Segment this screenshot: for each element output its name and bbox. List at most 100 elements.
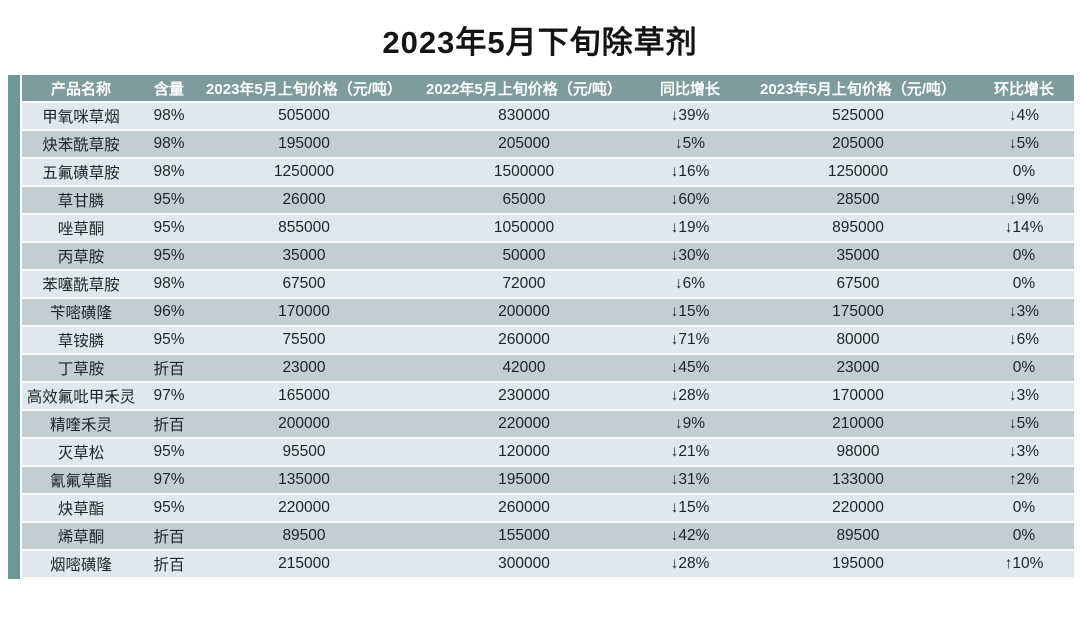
growth-cell: 0% [974,494,1074,523]
product-name-cell: 草甘膦 [22,186,140,215]
price-cell: 72000 [410,270,638,299]
column-header: 2023年5月上旬价格（元/吨） [198,75,410,103]
growth-cell: ↓9% [974,186,1074,215]
price-cell: 42000 [410,354,638,383]
table-row: 丁草胺 折百 23000 42000 ↓45% 23000 0% [22,354,1074,383]
price-cell: 895000 [742,214,974,243]
price-cell: 1250000 [742,158,974,187]
price-cell: 35000 [198,242,410,271]
price-cell: 155000 [410,522,638,551]
product-name-cell: 精喹禾灵 [22,410,140,439]
growth-cell: ↓6% [638,270,742,299]
growth-cell: ↓14% [974,214,1074,243]
price-cell: 23000 [198,354,410,383]
product-name-cell: 灭草松 [22,438,140,467]
growth-cell: ↓60% [638,186,742,215]
growth-cell: ↓45% [638,354,742,383]
column-header: 产品名称 [22,75,140,103]
content-cell: 折百 [140,410,198,439]
table-row: 烯草酮 折百 89500 155000 ↓42% 89500 0% [22,522,1074,551]
content-cell: 95% [140,494,198,523]
growth-cell: ↓4% [974,102,1074,131]
product-name-cell: 炔苯酰草胺 [22,130,140,159]
content-cell: 96% [140,298,198,327]
price-cell: 89500 [742,522,974,551]
growth-cell: ↓5% [638,130,742,159]
growth-cell: ↓71% [638,326,742,355]
content-cell: 98% [140,270,198,299]
product-name-cell: 草铵膦 [22,326,140,355]
price-cell: 200000 [410,298,638,327]
product-name-cell: 苯噻酰草胺 [22,270,140,299]
growth-cell: ↑2% [974,466,1074,495]
table-row: 氰氟草酯 97% 135000 195000 ↓31% 133000 ↑2% [22,466,1074,495]
growth-cell: ↓21% [638,438,742,467]
product-name-cell: 丁草胺 [22,354,140,383]
table-row: 草甘膦 95% 26000 65000 ↓60% 28500 ↓9% [22,186,1074,215]
content-cell: 95% [140,214,198,243]
column-header: 含量 [140,75,198,103]
price-cell: 260000 [410,326,638,355]
price-cell: 830000 [410,102,638,131]
table-row: 炔苯酰草胺 98% 195000 205000 ↓5% 205000 ↓5% [22,130,1074,159]
price-cell: 855000 [198,214,410,243]
growth-cell: ↓42% [638,522,742,551]
growth-cell: ↓39% [638,102,742,131]
growth-cell: ↓5% [974,130,1074,159]
table-row: 苄嘧磺隆 96% 170000 200000 ↓15% 175000 ↓3% [22,298,1074,327]
product-name-cell: 高效氟吡甲禾灵 [22,382,140,411]
price-cell: 260000 [410,494,638,523]
price-cell: 95500 [198,438,410,467]
growth-cell: ↓6% [974,326,1074,355]
price-cell: 525000 [742,102,974,131]
table-row: 丙草胺 95% 35000 50000 ↓30% 35000 0% [22,242,1074,271]
table-row: 草铵膦 95% 75500 260000 ↓71% 80000 ↓6% [22,326,1074,355]
product-name-cell: 炔草酯 [22,494,140,523]
price-cell: 170000 [742,382,974,411]
table-row: 精喹禾灵 折百 200000 220000 ↓9% 210000 ↓5% [22,410,1074,439]
price-cell: 175000 [742,298,974,327]
product-name-cell: 五氟磺草胺 [22,158,140,187]
growth-cell: ↓28% [638,550,742,579]
price-cell: 67500 [198,270,410,299]
product-name-cell: 氰氟草酯 [22,466,140,495]
price-cell: 67500 [742,270,974,299]
price-cell: 300000 [410,550,638,579]
content-cell: 98% [140,102,198,131]
growth-cell: ↑10% [974,550,1074,579]
page: 2023年5月下旬除草剂 产品名称 含量 2023年5月上旬价格（元/吨） 2022年… [0,17,1080,579]
price-cell: 1050000 [410,214,638,243]
column-header: 2022年5月上旬价格（元/吨） [410,75,638,103]
product-name-cell: 丙草胺 [22,242,140,271]
product-name-cell: 苄嘧磺隆 [22,298,140,327]
price-cell: 170000 [198,298,410,327]
price-cell: 98000 [742,438,974,467]
growth-cell: ↓15% [638,298,742,327]
price-cell: 75500 [198,326,410,355]
growth-cell: ↓5% [974,410,1074,439]
price-cell: 23000 [742,354,974,383]
growth-cell: 0% [974,242,1074,271]
growth-cell: ↓31% [638,466,742,495]
price-cell: 165000 [198,382,410,411]
content-cell: 折百 [140,550,198,579]
growth-cell: ↓30% [638,242,742,271]
growth-cell: 0% [974,270,1074,299]
price-cell: 195000 [742,550,974,579]
growth-cell: ↓3% [974,382,1074,411]
column-header: 环比增长 [974,75,1074,103]
table-row: 甲氧咪草烟 98% 505000 830000 ↓39% 525000 ↓4% [22,102,1074,131]
price-cell: 89500 [198,522,410,551]
growth-cell: 0% [974,158,1074,187]
table-row: 灭草松 95% 95500 120000 ↓21% 98000 ↓3% [22,438,1074,467]
price-cell: 135000 [198,466,410,495]
price-cell: 80000 [742,326,974,355]
price-cell: 205000 [410,130,638,159]
price-cell: 120000 [410,438,638,467]
growth-cell: ↓16% [638,158,742,187]
content-cell: 98% [140,130,198,159]
price-cell: 230000 [410,382,638,411]
price-cell: 1250000 [198,158,410,187]
page-title: 2023年5月下旬除草剂 [382,25,698,60]
price-cell: 26000 [198,186,410,215]
